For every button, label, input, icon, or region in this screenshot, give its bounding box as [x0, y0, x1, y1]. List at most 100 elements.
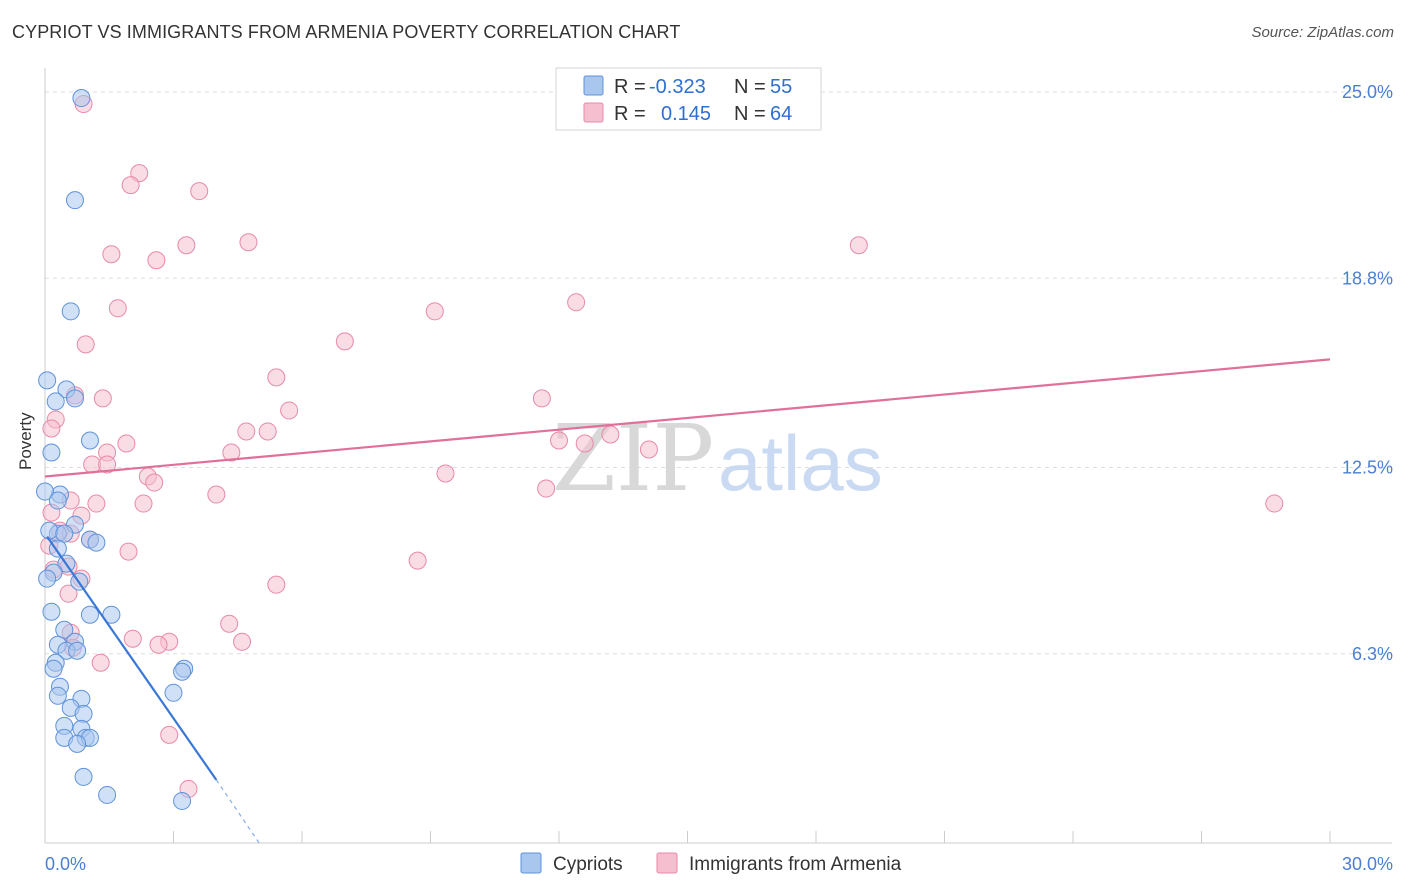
armenia-point: [1265, 494, 1284, 513]
cypriot-point: [42, 443, 61, 462]
armenia-point: [425, 302, 444, 321]
armenia-point: [91, 653, 110, 672]
cypriot-point: [42, 602, 61, 621]
cypriot-point: [72, 89, 91, 108]
bottom-swatch-cypriots: [520, 852, 542, 874]
armenia-point: [537, 479, 556, 498]
cypriot-point: [98, 785, 117, 804]
watermark-atlas: atlas: [718, 419, 883, 507]
legend-n-value-1: 55: [770, 76, 792, 98]
armenia-point: [849, 236, 868, 255]
armenia-point: [220, 614, 239, 633]
cypriot-point: [80, 431, 99, 450]
legend-n-label-1: N =: [734, 76, 766, 98]
armenia-point: [121, 176, 140, 195]
cypriot-trend-line: [46, 535, 218, 781]
legend-r-value-1: -0.323: [649, 76, 706, 98]
armenia-point: [102, 245, 121, 264]
armenia-point: [239, 233, 258, 252]
armenia-point: [190, 182, 209, 201]
grid: [45, 91, 1392, 655]
cypriot-point: [164, 683, 183, 702]
trend-lines: [44, 358, 1331, 844]
cypriot-point: [38, 569, 57, 588]
armenia-point: [550, 431, 568, 450]
cypriot-point: [48, 491, 67, 510]
armenia-point: [123, 629, 142, 648]
cypriot-point: [74, 704, 93, 723]
stats-legend: R = -0.323 N = 55 R = 0.145 N = 64: [555, 67, 822, 131]
bottom-legend-armenia: Immigrants from Armenia: [689, 854, 902, 875]
armenia-point: [59, 584, 78, 603]
armenia-point: [93, 389, 112, 408]
watermark-zip: ZIP: [552, 405, 714, 512]
legend-swatch-armenia: [583, 102, 604, 123]
armenia-point: [222, 443, 241, 462]
armenia-point: [119, 542, 138, 561]
armenia-point: [575, 434, 594, 453]
armenia-point: [267, 575, 286, 594]
cypriot-point: [65, 389, 84, 408]
armenia-trend-line: [44, 358, 1331, 478]
cypriot-point: [44, 659, 63, 678]
armenia-point: [335, 332, 354, 351]
armenia-point: [76, 335, 95, 354]
armenia-point: [237, 422, 256, 441]
legend-n-value-2: 64: [770, 103, 792, 125]
armenia-point: [267, 368, 286, 387]
series-armenia-points: [40, 95, 1284, 798]
armenia-point: [134, 494, 153, 513]
armenia-point: [280, 401, 299, 420]
armenia-point: [408, 551, 427, 570]
armenia-point: [147, 251, 166, 270]
cypriot-point: [46, 392, 65, 411]
legend-r-label-2: R =: [614, 103, 646, 125]
x-tick-label: 0.0%: [45, 854, 86, 874]
legend-n-label-2: N =: [734, 103, 766, 125]
armenia-point: [436, 464, 455, 483]
y-tick-label: 12.5%: [1342, 458, 1393, 478]
cypriot-point: [102, 605, 121, 624]
cypriot-point: [40, 521, 59, 540]
armenia-point: [601, 425, 620, 444]
cypriot-point: [61, 302, 80, 321]
legend-r-label-1: R =: [614, 76, 646, 98]
cypriot-point: [65, 191, 84, 210]
armenia-point: [639, 440, 658, 459]
armenia-point: [42, 419, 61, 438]
armenia-point: [87, 494, 106, 513]
cypriot-point: [48, 686, 67, 705]
armenia-point: [532, 389, 551, 408]
cypriot-point: [55, 620, 74, 639]
legend-r-value-2: 0.145: [661, 103, 711, 125]
cypriot-point: [87, 533, 106, 552]
cypriot-point: [80, 605, 99, 624]
armenia-point: [567, 293, 586, 312]
tick-labels: 6.3% 12.5% 18.8% 25.0% 0.0% 30.0%: [45, 82, 1393, 874]
y-tick-label: 25.0%: [1342, 82, 1393, 102]
cypriot-point: [38, 371, 57, 390]
cypriot-point: [173, 662, 192, 681]
bottom-legend-cypriots: Cypriots: [553, 854, 623, 875]
chart-title: CYPRIOT VS IMMIGRANTS FROM ARMENIA POVER…: [12, 22, 681, 42]
armenia-point: [160, 725, 179, 744]
armenia-point: [145, 473, 164, 492]
armenia-point: [98, 455, 117, 474]
cypriot-point: [55, 524, 74, 543]
cypriot-point: [74, 767, 93, 786]
cypriot-point: [36, 482, 54, 501]
series-legend: Cypriots Immigrants from Armenia: [520, 852, 902, 875]
cypriot-point: [173, 791, 192, 810]
armenia-point: [83, 455, 102, 474]
armenia-point: [149, 635, 168, 654]
armenia-point: [177, 236, 196, 255]
series-cypriot-points: [36, 89, 194, 810]
watermark: ZIP atlas: [552, 405, 883, 512]
armenia-point: [233, 632, 252, 651]
cypriot-point: [68, 734, 87, 753]
armenia-point: [108, 299, 127, 318]
y-tick-label: 18.8%: [1342, 268, 1393, 288]
bottom-swatch-armenia: [656, 852, 678, 874]
armenia-point: [207, 485, 226, 504]
